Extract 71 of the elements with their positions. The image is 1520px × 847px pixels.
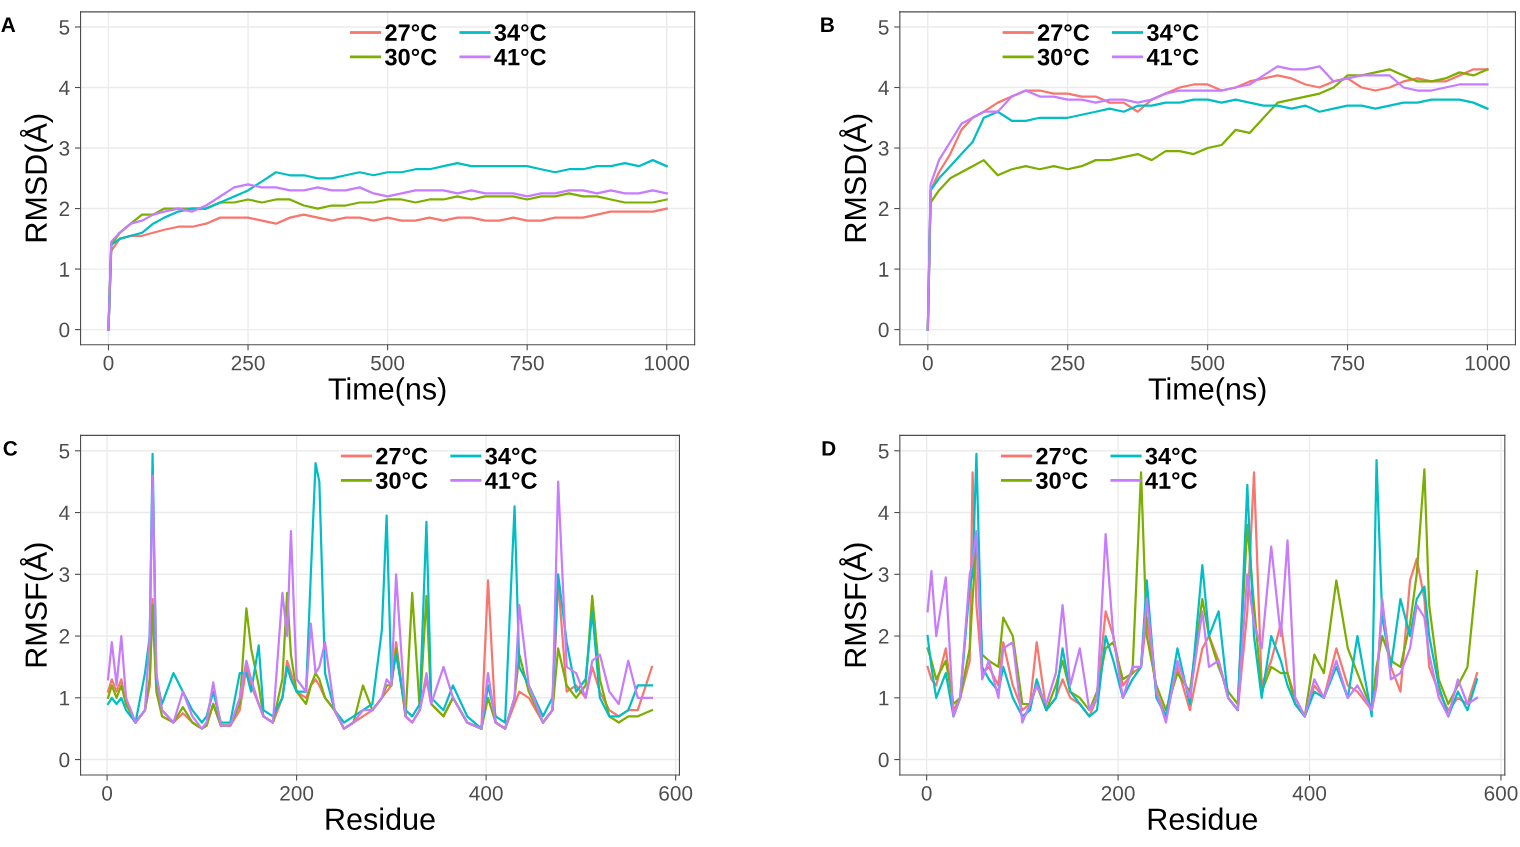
legend-label: 34°C xyxy=(494,24,546,42)
x-tick-label: 250 xyxy=(1051,355,1085,371)
y-tick-label: 3 xyxy=(59,141,70,156)
legend-label: 30°C xyxy=(1037,48,1090,66)
y-tick-label: 2 xyxy=(878,201,889,217)
x-tick-label: 0 xyxy=(921,785,932,801)
chart-title: A xyxy=(1,17,16,32)
x-tick-label: 0 xyxy=(103,355,114,371)
y-tick-label: 1 xyxy=(879,691,889,706)
legend-label: 27°C xyxy=(385,24,437,42)
chart-title: D xyxy=(822,441,836,456)
y-tick-label: 2 xyxy=(59,629,70,644)
y-tick-label: 5 xyxy=(59,20,70,35)
x-axis-title: Residue xyxy=(326,807,435,831)
chart-title: C xyxy=(3,441,18,456)
y-tick-label: 5 xyxy=(878,20,889,35)
chart-title: B xyxy=(821,17,834,32)
x-axis-title: Residue xyxy=(1148,807,1258,831)
y-tick-label: 0 xyxy=(878,752,889,768)
legend-label: 27°C xyxy=(1037,24,1090,42)
y-tick-label: 4 xyxy=(59,80,70,96)
y-axis-title: RMSF(Å) xyxy=(19,543,53,667)
x-axis-title: Time(ns) xyxy=(328,377,446,406)
legend-label: 34°C xyxy=(485,447,537,465)
legend-label: 41°C xyxy=(485,472,537,489)
x-tick-label: 1000 xyxy=(1465,355,1510,371)
legend-label: 30°C xyxy=(375,472,428,489)
x-tick-label: 750 xyxy=(510,355,544,371)
line-series xyxy=(926,529,1479,724)
x-tick-label: 600 xyxy=(1484,785,1518,801)
x-tick-label: 0 xyxy=(922,355,933,371)
legend-label: 27°C xyxy=(1036,447,1088,465)
legend-label: 30°C xyxy=(1035,472,1088,489)
x-tick-label: 0 xyxy=(102,785,113,801)
x-tick-label: 200 xyxy=(280,785,314,801)
y-tick-label: 3 xyxy=(878,141,889,156)
x-tick-label: 250 xyxy=(231,355,265,371)
y-tick-label: 2 xyxy=(878,629,889,644)
y-tick-label: 5 xyxy=(878,444,889,459)
y-tick-label: 4 xyxy=(878,505,889,521)
y-tick-label: 2 xyxy=(59,201,70,217)
x-tick-label: 500 xyxy=(1191,355,1225,371)
y-tick-label: 1 xyxy=(60,262,70,277)
y-tick-label: 5 xyxy=(59,444,70,459)
y-axis-title: RMSD(Å) xyxy=(839,114,873,242)
x-tick-label: 400 xyxy=(469,785,503,801)
legend-label: 34°C xyxy=(1145,447,1197,465)
y-tick-label: 0 xyxy=(878,322,889,338)
x-tick-label: 750 xyxy=(1331,355,1365,371)
y-tick-label: 0 xyxy=(59,322,70,338)
legend-label: 41°C xyxy=(1145,472,1197,489)
x-tick-label: 500 xyxy=(371,355,405,371)
legend-label: 27°C xyxy=(376,447,428,465)
y-axis-title: RMSD(Å) xyxy=(19,114,53,242)
y-tick-label: 4 xyxy=(878,80,889,96)
y-tick-label: 4 xyxy=(59,505,70,521)
legend-label: 30°C xyxy=(384,48,437,66)
y-tick-label: 1 xyxy=(60,691,70,706)
y-tick-label: 3 xyxy=(59,567,70,583)
x-tick-label: 1000 xyxy=(645,355,690,371)
x-tick-label: 200 xyxy=(1101,785,1135,801)
legend-label: 34°C xyxy=(1147,24,1199,42)
y-axis-title: RMSF(Å) xyxy=(839,543,873,667)
y-tick-label: 3 xyxy=(878,567,889,583)
x-tick-label: 400 xyxy=(1292,785,1327,801)
legend-label: 41°C xyxy=(1146,48,1199,66)
y-tick-label: 1 xyxy=(879,262,889,277)
x-axis-title: Time(ns) xyxy=(1148,377,1266,406)
y-tick-label: 0 xyxy=(59,752,70,768)
legend-label: 41°C xyxy=(494,48,546,66)
x-tick-label: 600 xyxy=(659,785,693,801)
